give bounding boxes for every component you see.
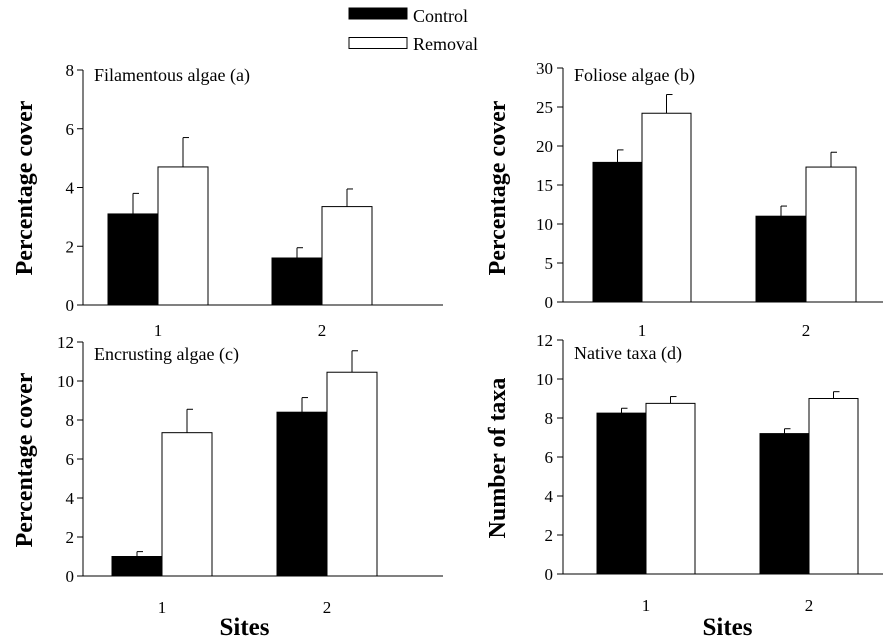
y-tick-label: 5 — [545, 254, 554, 273]
y-tick-label: 10 — [536, 370, 553, 389]
y-tick-label: 25 — [536, 98, 553, 117]
y-axis-label: Percentage cover — [12, 372, 38, 547]
panel-title: Native taxa (d) — [574, 343, 682, 364]
y-tick-label: 0 — [545, 565, 554, 584]
bar-control-site-2 — [271, 257, 323, 306]
x-axis-label: Sites — [220, 614, 270, 640]
x-tick-label: 2 — [802, 321, 811, 340]
y-tick-label: 12 — [536, 331, 553, 350]
x-tick-label: 2 — [323, 598, 332, 617]
y-tick-label: 4 — [545, 487, 554, 506]
bar-removal-site-2 — [805, 166, 857, 303]
y-tick-label: 2 — [545, 526, 554, 545]
y-tick-label: 6 — [66, 120, 75, 139]
y-tick-label: 0 — [66, 567, 75, 586]
bar-removal-site-2 — [808, 398, 859, 575]
bar-control-site-1 — [592, 161, 643, 303]
y-tick-label: 4 — [66, 179, 75, 198]
bar-removal-site-1 — [645, 402, 696, 575]
panel-1: 0 2 4 6 8 1 2 Filamentous algae (a) Percentage c… — [12, 61, 443, 340]
x-axis-label: Sites — [703, 614, 753, 640]
x-tick-label: 1 — [158, 598, 167, 617]
legend-swatch-control — [348, 7, 408, 20]
bar-control-site-1 — [111, 556, 163, 577]
x-tick-label: 1 — [154, 321, 163, 340]
y-tick-label: 20 — [536, 137, 553, 156]
bar-removal-site-1 — [157, 166, 209, 306]
y-tick-label: 2 — [66, 528, 75, 547]
y-tick-label: 30 — [536, 59, 553, 78]
y-tick-label: 6 — [66, 450, 75, 469]
legend-label-removal: Removal — [413, 34, 478, 54]
panel-title: Foliose algae (b) — [574, 65, 695, 86]
bar-control-site-1 — [596, 412, 647, 575]
y-tick-label: 10 — [57, 372, 74, 391]
bar-control-site-1 — [107, 213, 159, 306]
bar-removal-site-2 — [321, 206, 373, 306]
panel-title: Encrusting algae (c) — [94, 344, 239, 365]
bar-control-site-2 — [276, 411, 328, 577]
y-tick-label: 10 — [536, 215, 553, 234]
y-tick-label: 8 — [66, 411, 75, 430]
y-tick-label: 4 — [66, 489, 75, 508]
y-tick-label: 15 — [536, 176, 553, 195]
bar-control-site-2 — [755, 215, 807, 303]
bar-removal-site-2 — [326, 371, 378, 577]
y-tick-label: 0 — [66, 296, 75, 315]
y-tick-label: 8 — [545, 409, 554, 428]
x-tick-label: 2 — [805, 596, 814, 615]
y-tick-label: 8 — [66, 61, 75, 80]
bar-removal-site-1 — [161, 432, 213, 577]
panel-title: Filamentous algae (a) — [94, 65, 250, 86]
x-tick-label: 1 — [642, 596, 651, 615]
legend-swatch-removal — [348, 37, 408, 49]
y-tick-label: 2 — [66, 237, 75, 256]
y-tick-label: 6 — [545, 448, 554, 467]
y-tick-label: 0 — [545, 293, 554, 312]
bar-removal-site-1 — [641, 112, 692, 303]
y-axis-label: Number of taxa — [485, 378, 511, 539]
y-tick-label: 12 — [57, 333, 74, 352]
y-axis-label: Percentage cover — [485, 100, 511, 275]
x-tick-label: 1 — [638, 321, 647, 340]
legend-label-control: Control — [413, 6, 468, 26]
x-tick-label: 2 — [318, 321, 327, 340]
panel-2: 0 5 10 15 20 25 30 1 2 Foliose algae (b) Percentag… — [485, 59, 883, 340]
y-axis-label: Percentage cover — [12, 100, 38, 275]
bar-control-site-2 — [759, 433, 810, 575]
legend: Control Removal — [348, 6, 478, 54]
